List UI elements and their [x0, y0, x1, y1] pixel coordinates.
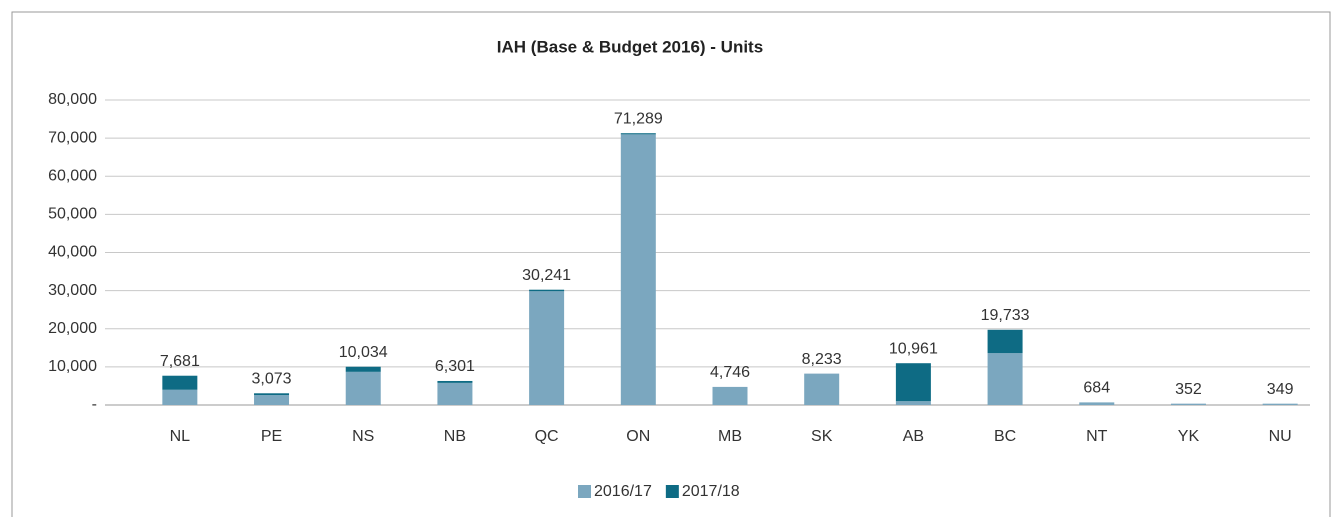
x-tick-label: SK: [811, 428, 833, 445]
bar-segment: [895, 363, 931, 402]
y-tick-label: 80,000: [48, 91, 97, 108]
data-label: 3,073: [252, 371, 292, 388]
data-label: 684: [1083, 380, 1110, 397]
data-label: 71,289: [614, 110, 663, 127]
data-label: 352: [1175, 381, 1202, 398]
x-tick-label: YK: [1178, 428, 1200, 445]
bar-segment: [712, 386, 748, 405]
legend-swatch: [665, 485, 679, 498]
bar-segment: [254, 395, 290, 405]
y-tick-label: 20,000: [48, 320, 97, 337]
x-tick-label: NT: [1086, 428, 1108, 445]
x-tick-label: MB: [718, 428, 742, 445]
bar-segment: [529, 289, 565, 292]
x-tick-label: BC: [994, 428, 1016, 445]
bar-segment: [529, 291, 565, 405]
data-label: 349: [1267, 381, 1294, 398]
x-tick-label: AB: [903, 428, 924, 445]
bar-segment: [1170, 403, 1206, 405]
legend-label: 2016/17: [594, 483, 652, 500]
bar-segment: [620, 134, 656, 405]
bar-segment: [987, 353, 1023, 405]
bar-segment: [620, 133, 656, 135]
bar-segment: [162, 375, 198, 390]
bar-segment: [437, 382, 473, 405]
x-tick-label: QC: [535, 428, 559, 445]
chart-title: IAH (Base & Budget 2016) - Units: [497, 37, 763, 56]
data-label: 19,733: [981, 307, 1030, 324]
bar-segment: [895, 401, 931, 405]
chart-frame: [11, 11, 1331, 517]
y-tick-label: 30,000: [48, 282, 97, 299]
data-label: 6,301: [435, 358, 475, 375]
y-tick-label: 60,000: [48, 167, 97, 184]
data-label: 30,241: [522, 267, 571, 284]
x-tick-label: ON: [626, 428, 650, 445]
data-label: 4,746: [710, 364, 750, 381]
data-label: 10,961: [889, 340, 938, 357]
legend-swatch: [578, 485, 591, 498]
y-tick-label: 40,000: [48, 244, 97, 261]
y-tick-label: 50,000: [48, 206, 97, 223]
bar-segment: [987, 329, 1023, 354]
data-label: 7,681: [160, 353, 200, 370]
x-tick-label: PE: [261, 428, 282, 445]
data-label: 10,034: [339, 344, 388, 361]
data-label: 8,233: [802, 351, 842, 368]
bar-segment: [345, 366, 381, 372]
bar-segment: [254, 393, 290, 396]
bar-segment: [162, 389, 198, 405]
x-tick-label: NU: [1269, 428, 1292, 445]
legend-label: 2017/18: [682, 483, 740, 500]
y-tick-label: 70,000: [48, 129, 97, 146]
bar-segment: [804, 373, 840, 405]
bar-segment: [437, 380, 473, 383]
bar-segment: [345, 371, 381, 405]
x-tick-label: NS: [352, 428, 374, 445]
bar-segment: [1079, 402, 1115, 405]
x-tick-label: NL: [170, 428, 191, 445]
y-tick-label: -: [92, 396, 97, 413]
x-tick-label: NB: [444, 428, 466, 445]
bar-segment: [1262, 403, 1298, 405]
y-tick-label: 10,000: [48, 358, 97, 375]
